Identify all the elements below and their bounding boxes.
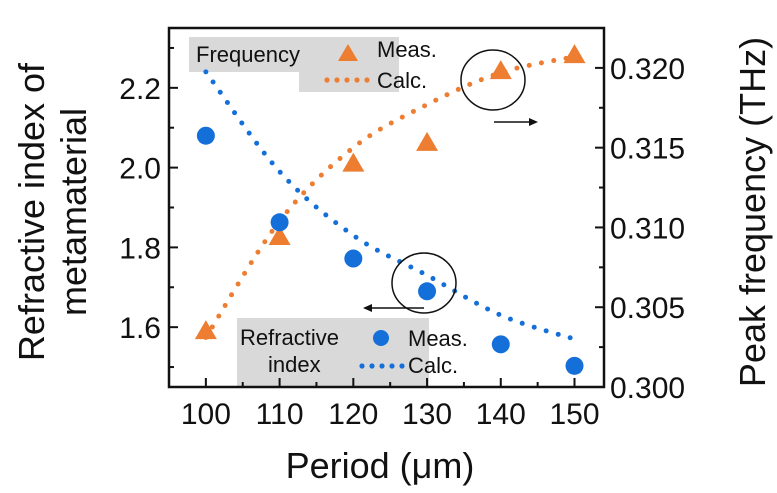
y-left-tick-label: 1.6	[119, 312, 161, 345]
legend-index-meas: Meas.	[408, 326, 468, 351]
legend-dot	[364, 77, 370, 83]
arrow-right-icon	[529, 118, 538, 126]
legend-dot	[334, 77, 340, 83]
x-axis-title: Period (μm)	[286, 445, 475, 486]
legend-circle-icon	[373, 330, 389, 346]
legend-dot	[324, 77, 330, 83]
x-tick-label: 120	[328, 398, 378, 431]
calc-dotted-line	[203, 69, 578, 342]
annotation-ellipse-index	[391, 252, 457, 314]
x-tick-label: 140	[476, 398, 526, 431]
frequency-meas-point	[194, 320, 217, 340]
y-left-axis-title-line1: Refractive index of	[11, 62, 52, 361]
legend-dot	[344, 77, 350, 83]
y-right-tick-label: 0.305	[610, 292, 685, 325]
y-right-tick-label: 0.310	[610, 212, 685, 245]
frequency-meas-point	[268, 226, 291, 246]
legend-index-bg-main	[237, 318, 329, 386]
legend-dot	[399, 363, 405, 369]
legend-dot	[389, 363, 395, 369]
legend-index-title-line2: index	[268, 352, 321, 377]
legends: Frequency Meas. Calc. Refractive index M…	[189, 37, 468, 386]
y-left-tick-label: 2.2	[119, 73, 161, 106]
legend-orange-dotted-line	[324, 77, 370, 83]
legend-dot	[369, 363, 375, 369]
index-meas-point	[418, 282, 437, 301]
arrow-left-icon	[363, 304, 372, 312]
y-left-axis-title-line2: metamaterial	[53, 108, 94, 316]
y-right-axis-title: Peak frequency (THz)	[732, 37, 773, 387]
annotations	[363, 49, 538, 314]
legend-frequency-title: Frequency	[196, 42, 300, 67]
index-meas-point	[196, 126, 215, 145]
frequency-meas-point	[489, 60, 512, 80]
legend-triangle-icon	[338, 44, 358, 61]
plot-area	[194, 44, 586, 375]
legend-dot	[359, 363, 365, 369]
index-meas-point	[565, 356, 584, 375]
legend-frequency-calc: Calc.	[377, 68, 427, 93]
legend-frequency-bg	[189, 37, 299, 72]
y-left-tick-label: 2.0	[119, 153, 161, 186]
axes: 100 110 120 130 140 150 1.6 1.8 2.0 2.2 0.300 0.305…	[119, 27, 685, 431]
legend-dot	[379, 363, 385, 369]
legend-index-bg-right	[329, 318, 429, 386]
y-right-tick-label: 0.320	[610, 53, 685, 86]
x-tick-label: 100	[181, 398, 231, 431]
y-right-tick-label: 0.300	[610, 372, 685, 405]
index-meas-point	[270, 213, 289, 232]
y-left-tick-label: 1.8	[119, 232, 161, 265]
legend-frequency-meas: Meas.	[377, 37, 437, 62]
x-tick-label: 110	[256, 398, 304, 431]
x-tick-label: 150	[549, 398, 599, 431]
frequency-meas-point	[342, 152, 365, 172]
annotation-ellipse-frequency	[460, 49, 526, 111]
frequency-meas-point	[416, 131, 439, 151]
x-tick-label: 130	[402, 398, 452, 431]
index-meas-point	[344, 249, 363, 268]
legend-index-title-line1: Refractive	[240, 325, 339, 350]
legend-blue-dotted-line	[359, 363, 405, 369]
legend-dot	[354, 77, 360, 83]
index-meas-point	[491, 335, 510, 354]
frequency-meas-point	[563, 44, 586, 64]
calc-dotted-line	[203, 54, 578, 341]
legend-index-calc: Calc.	[408, 353, 458, 378]
legend-frequency-bg3	[322, 70, 399, 92]
y-right-tick-label: 0.315	[610, 133, 685, 166]
